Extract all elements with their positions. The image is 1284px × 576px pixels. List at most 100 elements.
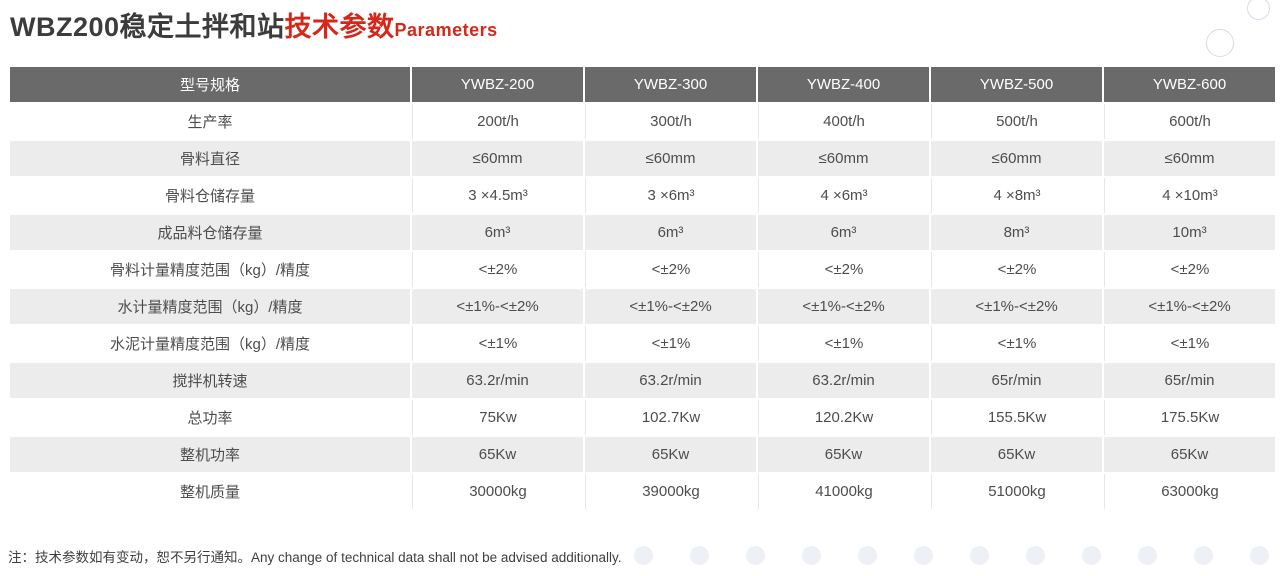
decor-dot-icon [1138, 546, 1157, 565]
decor-dot-icon [746, 546, 765, 565]
title-english-text: Parameters [394, 20, 498, 40]
value-cell: <±1%-<±2% [585, 289, 756, 324]
value-cell: <±1%-<±2% [1104, 289, 1275, 324]
row-label: 总功率 [10, 400, 410, 435]
value-cell: <±1% [1104, 326, 1275, 361]
value-cell: <±2% [412, 252, 583, 287]
value-cell: 63.2r/min [585, 363, 756, 398]
value-cell: 65r/min [931, 363, 1102, 398]
table-row: 生产率 200t/h 300t/h 400t/h 500t/h 600t/h [10, 104, 1275, 139]
value-cell: 175.5Kw [1104, 400, 1275, 435]
value-cell: 63000kg [1104, 474, 1275, 509]
model-column-header: YWBZ-400 [758, 67, 929, 102]
value-cell: 120.2Kw [758, 400, 929, 435]
value-cell: ≤60mm [412, 141, 583, 176]
row-label: 骨料仓储存量 [10, 178, 410, 213]
value-cell: 8m³ [931, 215, 1102, 250]
title-model-text: WBZ200稳定土拌和站 [10, 12, 285, 42]
row-label: 水泥计量精度范围（kg）/精度 [10, 326, 410, 361]
model-column-header: YWBZ-300 [585, 67, 756, 102]
value-cell: <±1%-<±2% [412, 289, 583, 324]
value-cell: 500t/h [931, 104, 1102, 139]
row-label: 生产率 [10, 104, 410, 139]
value-cell: <±1% [931, 326, 1102, 361]
value-cell: 30000kg [412, 474, 583, 509]
row-label: 骨料计量精度范围（kg）/精度 [10, 252, 410, 287]
row-label: 水计量精度范围（kg）/精度 [10, 289, 410, 324]
page-title: WBZ200稳定土拌和站技术参数Parameters [10, 5, 498, 44]
value-cell: 65Kw [585, 437, 756, 472]
decor-circle-icon [1247, 0, 1270, 20]
model-column-header: YWBZ-600 [1104, 67, 1275, 102]
row-label: 整机功率 [10, 437, 410, 472]
value-cell: 65Kw [758, 437, 929, 472]
value-cell: 4 ×8m³ [931, 178, 1102, 213]
spec-column-header: 型号规格 [10, 67, 410, 102]
value-cell: 6m³ [412, 215, 583, 250]
table-row: 成品料仓储存量 6m³ 6m³ 6m³ 8m³ 10m³ [10, 215, 1275, 250]
value-cell: 41000kg [758, 474, 929, 509]
value-cell: 600t/h [1104, 104, 1275, 139]
value-cell: 400t/h [758, 104, 929, 139]
value-cell: 6m³ [758, 215, 929, 250]
value-cell: 300t/h [585, 104, 756, 139]
value-cell: 65r/min [1104, 363, 1275, 398]
value-cell: 75Kw [412, 400, 583, 435]
value-cell: <±1% [412, 326, 583, 361]
table-row: 骨料计量精度范围（kg）/精度 <±2% <±2% <±2% <±2% <±2% [10, 252, 1275, 287]
value-cell: 63.2r/min [412, 363, 583, 398]
decor-dot-icon [1082, 546, 1101, 565]
value-cell: 200t/h [412, 104, 583, 139]
table-row: 总功率 75Kw 102.7Kw 120.2Kw 155.5Kw 175.5Kw [10, 400, 1275, 435]
decor-dot-icon [1250, 546, 1269, 565]
value-cell: 3 ×4.5m³ [412, 178, 583, 213]
value-cell: 39000kg [585, 474, 756, 509]
decor-circle-icon [1206, 29, 1234, 57]
decor-dot-row [634, 546, 1269, 565]
table-row: 整机功率 65Kw 65Kw 65Kw 65Kw 65Kw [10, 437, 1275, 472]
value-cell: 65Kw [1104, 437, 1275, 472]
decor-dot-icon [802, 546, 821, 565]
decor-dot-icon [634, 546, 653, 565]
value-cell: <±1% [758, 326, 929, 361]
value-cell: <±1% [585, 326, 756, 361]
value-cell: 51000kg [931, 474, 1102, 509]
decor-dot-icon [1026, 546, 1045, 565]
value-cell: ≤60mm [1104, 141, 1275, 176]
value-cell: 10m³ [1104, 215, 1275, 250]
table-row: 骨料直径 ≤60mm ≤60mm ≤60mm ≤60mm ≤60mm [10, 141, 1275, 176]
value-cell: 155.5Kw [931, 400, 1102, 435]
value-cell: ≤60mm [758, 141, 929, 176]
value-cell: ≤60mm [931, 141, 1102, 176]
decor-dot-icon [1194, 546, 1213, 565]
value-cell: ≤60mm [585, 141, 756, 176]
value-cell: <±1%-<±2% [758, 289, 929, 324]
footnote: 注：技术参数如有变动，恕不另行通知。Any change of technica… [8, 550, 622, 565]
model-column-header: YWBZ-200 [412, 67, 583, 102]
decor-dot-icon [970, 546, 989, 565]
decor-dot-icon [858, 546, 877, 565]
model-column-header: YWBZ-500 [931, 67, 1102, 102]
value-cell: <±2% [931, 252, 1102, 287]
value-cell: 4 ×10m³ [1104, 178, 1275, 213]
table-row: 水计量精度范围（kg）/精度 <±1%-<±2% <±1%-<±2% <±1%-<±2… [10, 289, 1275, 324]
value-cell: 65Kw [931, 437, 1102, 472]
table-header-row: 型号规格 YWBZ-200 YWBZ-300 YWBZ-400 YWBZ-500 YWBZ… [10, 67, 1275, 102]
value-cell: <±1%-<±2% [931, 289, 1102, 324]
value-cell: <±2% [585, 252, 756, 287]
row-label: 成品料仓储存量 [10, 215, 410, 250]
decor-dot-icon [690, 546, 709, 565]
value-cell: <±2% [758, 252, 929, 287]
title-highlight-text: 技术参数 [284, 12, 395, 42]
table-row: 水泥计量精度范围（kg）/精度 <±1% <±1% <±1% <±1% <±1% [10, 326, 1275, 361]
row-label: 搅拌机转速 [10, 363, 410, 398]
value-cell: 102.7Kw [585, 400, 756, 435]
value-cell: 6m³ [585, 215, 756, 250]
row-label: 骨料直径 [10, 141, 410, 176]
decor-dot-icon [914, 546, 933, 565]
value-cell: 65Kw [412, 437, 583, 472]
table-row: 骨料仓储存量 3 ×4.5m³ 3 ×6m³ 4 ×6m³ 4 ×8m³ 4 ×10m³ [10, 178, 1275, 213]
value-cell: 4 ×6m³ [758, 178, 929, 213]
value-cell: 3 ×6m³ [585, 178, 756, 213]
